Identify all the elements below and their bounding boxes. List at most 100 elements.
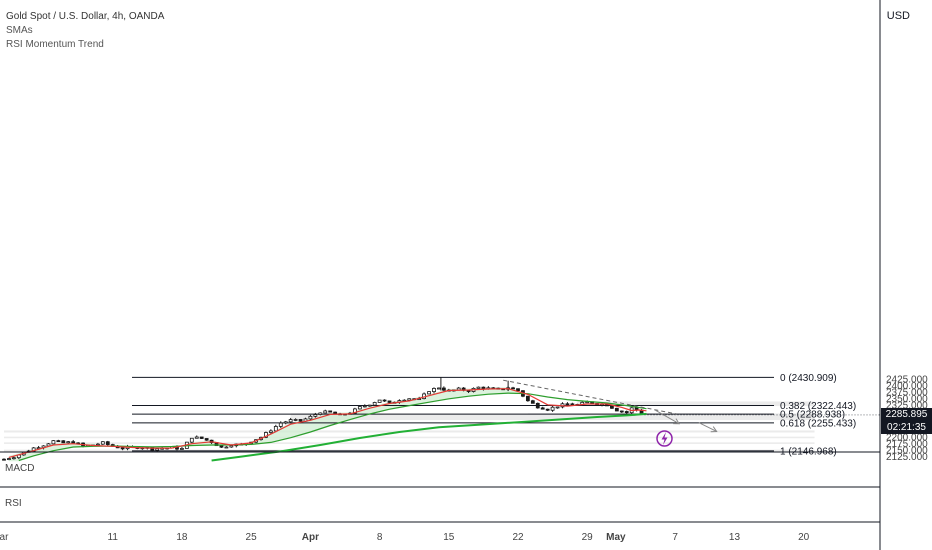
candle-body	[323, 410, 328, 414]
time-axis[interactable]: ar 11 18 25 Apr 8 15 22 29 May 7 13 20	[0, 532, 810, 543]
candle-body	[7, 458, 11, 460]
time-tick-label: 8	[377, 532, 383, 543]
price-tick-label: 2425.000	[886, 374, 928, 385]
candle-body	[624, 411, 629, 414]
candle-body	[268, 430, 273, 433]
projection-arrow-head	[710, 426, 718, 433]
lightning-icon-ring	[656, 430, 673, 447]
time-tick-label: 11	[108, 532, 119, 543]
candle-body	[224, 446, 229, 449]
candle-body	[180, 448, 184, 450]
candle-body	[278, 422, 283, 427]
candle-body	[372, 402, 377, 406]
price-tick-label: 2375.000	[886, 387, 928, 398]
candle-body	[432, 388, 436, 393]
indicator-sma-label[interactable]: SMAs	[6, 25, 33, 36]
candle-body	[288, 419, 293, 423]
candle-body	[11, 457, 16, 460]
zone-band	[4, 436, 815, 439]
candle-body	[357, 406, 362, 410]
candle-body	[100, 441, 105, 445]
time-tick-label: ar	[0, 532, 9, 543]
candle-body	[328, 410, 333, 413]
price-tick-label: 2125.000	[886, 452, 928, 463]
candle-body	[441, 387, 446, 391]
currency-label[interactable]: USD	[886, 10, 910, 22]
price-tick-label: 2350.000	[886, 394, 928, 405]
sma-fast-line	[8, 388, 647, 458]
macd-pane-label[interactable]: MACD	[5, 463, 35, 474]
dashed-trendline[interactable]	[503, 379, 677, 415]
candle-body	[56, 440, 61, 443]
candle-body	[545, 408, 550, 411]
symbol-title[interactable]: Gold Spot / U.S. Dollar, 4h, OANDA	[6, 11, 165, 22]
time-tick-label: 22	[512, 532, 524, 543]
candle-body	[550, 406, 555, 411]
zone-band	[577, 401, 815, 407]
candle-body	[308, 415, 313, 420]
candle-body	[229, 445, 234, 448]
current-price-tag: 2285.895 02:21:35	[881, 407, 932, 434]
time-tick-label: 18	[176, 532, 188, 543]
candle-body	[2, 458, 6, 461]
candle-body	[313, 414, 318, 417]
candle-body	[367, 404, 372, 407]
time-tick-label: 13	[729, 532, 741, 543]
candle-body	[427, 391, 431, 395]
candle-body	[273, 426, 278, 432]
candle-body	[293, 419, 298, 421]
zone-band	[4, 442, 815, 444]
rsi-pane-label[interactable]: RSI	[5, 498, 22, 509]
candle-body	[387, 400, 392, 403]
lightning-icon[interactable]	[656, 430, 673, 447]
candle-body	[437, 387, 441, 390]
candle-body	[155, 448, 160, 451]
candle-body	[283, 421, 288, 424]
current-price-value: 2285.895	[885, 408, 928, 420]
candle-body	[120, 447, 125, 450]
projection-arrow[interactable]	[654, 409, 680, 425]
candle-body	[530, 400, 535, 404]
candle-body	[540, 407, 545, 410]
candle-body	[105, 441, 110, 445]
candle-body	[264, 432, 268, 438]
candle-body	[66, 441, 71, 444]
candle-body	[610, 405, 614, 409]
projection-arrow[interactable]	[698, 422, 717, 432]
candle-body	[194, 436, 199, 439]
candle-body	[382, 399, 387, 402]
momentum-fill-band	[251, 387, 518, 446]
time-tick-label: 15	[443, 532, 455, 543]
candle-body	[318, 412, 323, 415]
candle-body	[219, 445, 224, 448]
candle-body	[565, 403, 570, 406]
bar-countdown: 02:21:35	[887, 421, 926, 433]
candle-body	[199, 436, 204, 439]
candle-body	[362, 405, 367, 408]
candle-body	[535, 402, 540, 409]
sma-slow-line	[211, 412, 647, 462]
price-tick-label: 2200.000	[886, 433, 928, 444]
time-tick-label: 29	[582, 532, 594, 543]
time-tick-label: May	[606, 532, 626, 543]
indicator-rsi-momentum-label[interactable]: RSI Momentum Trend	[6, 39, 104, 50]
lightning-icon-bolt	[661, 432, 668, 445]
candle-body	[51, 440, 56, 445]
candle-body	[61, 440, 66, 444]
candle-body	[204, 438, 209, 441]
drawing-tools[interactable]	[503, 379, 880, 433]
candle-body	[570, 403, 575, 406]
candle-body	[619, 410, 624, 413]
candle-body	[377, 399, 382, 403]
price-tick-label: 2400.000	[886, 381, 928, 392]
indicator-panes	[0, 0, 881, 550]
candle-body	[555, 406, 560, 409]
time-tick-label: 25	[246, 532, 258, 543]
candle-body	[516, 388, 520, 392]
candle-body	[189, 437, 194, 443]
zone-band	[290, 413, 815, 421]
price-tick-label: 2150.000	[886, 446, 928, 457]
time-tick-label: 20	[798, 532, 810, 543]
